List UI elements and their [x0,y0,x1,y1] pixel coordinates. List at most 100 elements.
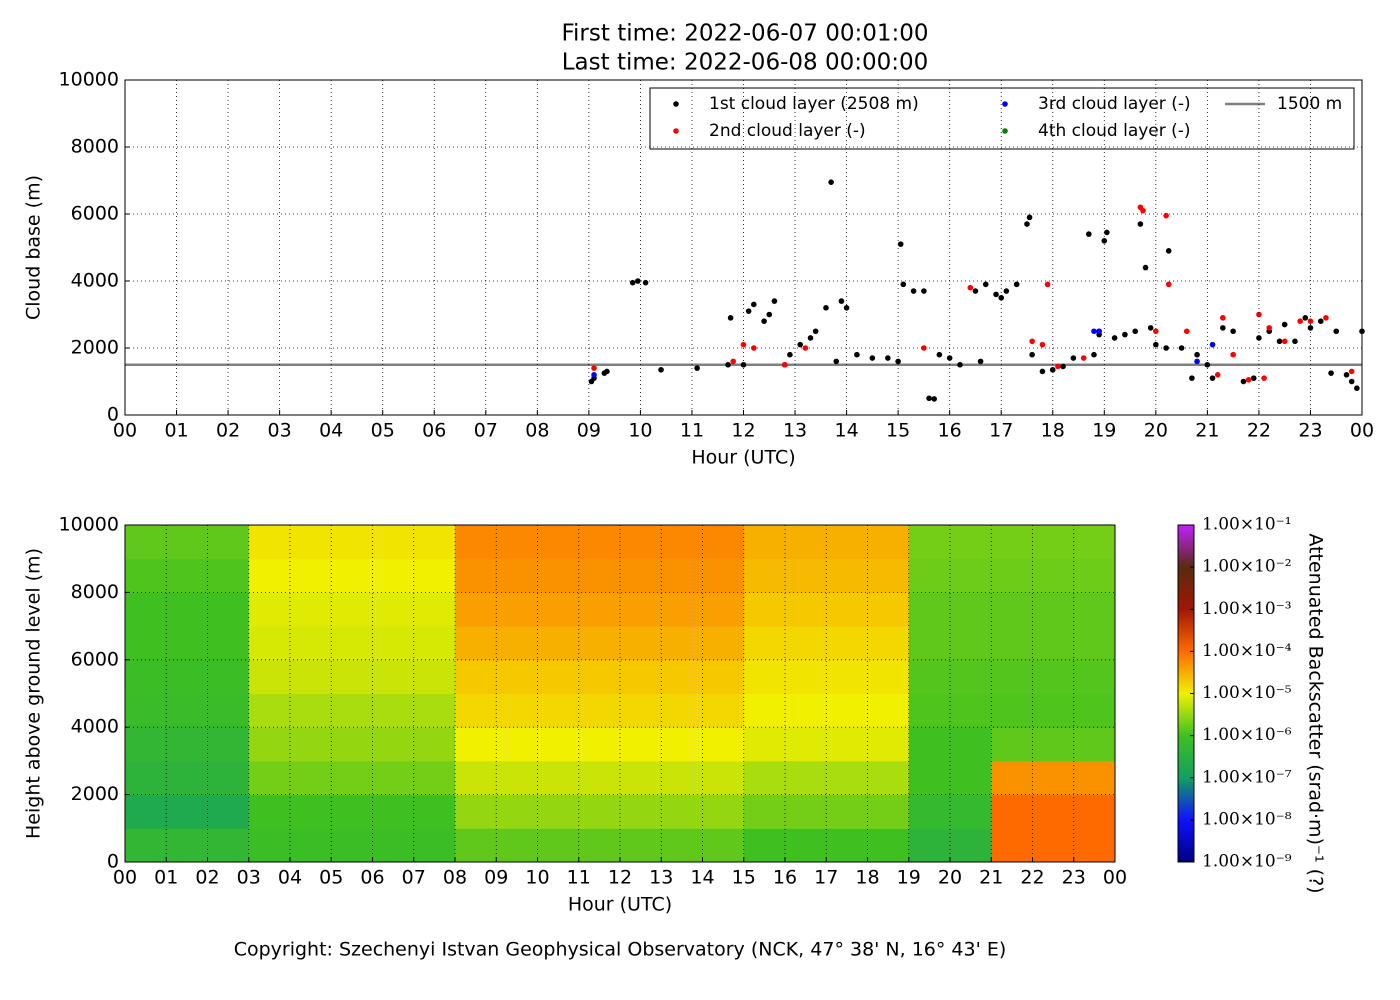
x-tick-label: 19 [1092,420,1116,442]
heat-cell [785,592,827,627]
cloud-point [781,361,788,368]
x-tick-label: 21 [1195,420,1219,442]
cloud-point [1026,214,1033,221]
heat-cell [537,794,580,829]
cloud-point [1122,331,1128,338]
x-tick-label: 22 [1020,867,1044,889]
y-tick-label: 6000 [71,648,119,670]
heat-cell [785,727,827,762]
heat-cell [455,626,497,661]
heat-cell [785,693,827,728]
cloud-point [926,395,932,402]
cloud-point [1147,325,1154,331]
x-tick-label: 19 [897,867,921,889]
title-line: First time: 2022-06-07 00:01:00 [561,21,928,47]
x-tick-label: 17 [989,420,1013,442]
heat-cell [620,727,662,762]
legend-label: 3rd cloud layer (-) [1038,94,1191,114]
heat-cell [207,794,250,829]
heat-cell [578,592,621,627]
cloud-point [1194,358,1200,365]
x-tick-label: 18 [855,867,879,889]
y-tick-label: 4000 [71,270,119,292]
cloud-point [591,365,597,371]
heat-cell [702,525,745,560]
heat-cell [991,525,1033,560]
heat-cell [826,828,868,863]
x-tick-label: 20 [938,867,962,889]
cloud-point [751,301,757,308]
cloud-point [1240,378,1247,385]
cloud-point [1281,338,1288,345]
heat-cell [620,760,662,796]
colorbar-tick-label: 1.00×10⁻⁸ [1202,809,1292,829]
heat-cell [950,659,992,694]
cloud-point [1091,351,1097,358]
heat-cell [207,558,250,593]
x-tick-label: 02 [195,867,219,889]
heat-cell [1073,659,1116,694]
cloud-point [1165,281,1172,288]
heat-cell [413,659,456,694]
cloud-point [895,358,901,365]
heat-cell [620,828,662,863]
heat-cell [578,659,621,694]
x-tick-label: 09 [484,867,508,889]
heat-cell [1032,558,1075,593]
heat-cell [743,659,786,694]
cloud-point [1317,318,1324,325]
x-tick-label: 06 [360,867,384,889]
heat-cell [496,794,538,829]
heat-cell [166,727,208,762]
heat-cell [537,525,580,560]
cloud-point [1060,363,1066,370]
cloud-point [1039,368,1046,375]
heat-cell [1032,727,1075,762]
heat-cell [743,693,786,728]
x-tick-label: 07 [402,867,426,889]
heat-cell [620,525,662,560]
heat-cell [826,693,868,728]
cloud-point [1354,385,1360,392]
x-tick-label: 12 [731,420,755,442]
x-tick-label: 06 [422,420,446,442]
heat-cell [743,626,786,661]
cloud-point [1214,372,1221,378]
x-tick-label: 01 [164,420,188,442]
cloud-point [658,366,664,373]
cloud-point [1220,315,1226,321]
cloud-point [1250,375,1257,381]
heat-cell [950,760,992,796]
heat-cell [950,525,992,560]
x-tick-label: 03 [268,420,292,442]
heat-cell [372,592,415,627]
heat-cell [372,828,415,863]
heat-cell [620,558,662,593]
heat-cell [1073,693,1116,728]
cloud-point [1333,328,1340,335]
x-tick-label: 04 [278,867,302,889]
heat-cell [1032,525,1075,560]
heat-cell [908,727,951,762]
heat-cell [496,828,538,863]
heat-cell [413,727,456,762]
cloud-point [591,372,597,378]
heat-cell [578,794,621,829]
heat-cell [702,626,745,661]
cloud-point [1003,288,1010,294]
heat-cell [207,828,250,863]
title-line: Last time: 2022-06-08 00:00:00 [562,50,929,76]
heat-cell [661,727,703,762]
heat-cell [661,828,703,863]
heat-cell [578,828,621,863]
cloud-point [1261,375,1267,381]
cloud-point [1029,338,1035,345]
heat-cell [537,727,580,762]
heat-cell [867,794,910,829]
cloud-point [761,318,767,325]
axes-frame [124,79,1363,416]
heat-cell [455,727,497,762]
cloud-point [812,328,819,335]
heat-cell [372,659,415,694]
